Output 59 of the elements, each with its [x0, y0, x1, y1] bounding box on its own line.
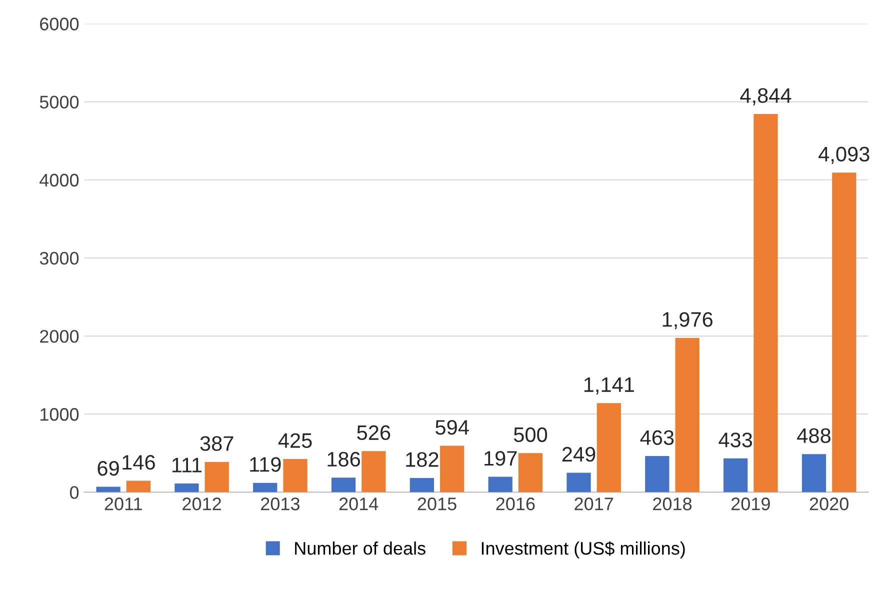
y-tick-label: 2000: [40, 330, 79, 343]
y-tick-label: 0: [70, 486, 79, 499]
x-tick-label: 2017: [574, 498, 614, 510]
x-tick-label: 2015: [418, 498, 456, 510]
bar: [283, 459, 308, 492]
x-tick-label: 2014: [339, 498, 378, 510]
data-label: 500: [514, 427, 548, 442]
bar: [253, 482, 278, 492]
x-tick-label: 2019: [731, 498, 770, 510]
bar: [174, 484, 199, 492]
bar: [440, 446, 464, 492]
x-tick-label: 2012: [182, 498, 221, 510]
data-label: 69: [98, 460, 119, 476]
x-tick-label: 2018: [653, 498, 692, 510]
data-label: 197: [484, 450, 517, 466]
bar: [488, 476, 512, 492]
data-label: 526: [357, 425, 390, 440]
bar: [832, 172, 856, 492]
x-tick-label: 2016: [496, 498, 535, 510]
data-label: 4,093: [818, 146, 870, 164]
legend-label: Investment (US$ millions): [482, 541, 685, 558]
data-label: 119: [250, 457, 281, 472]
data-label: 1,141: [584, 378, 634, 394]
legend-label: Number of deals: [295, 542, 426, 555]
data-label: 387: [200, 436, 234, 451]
data-label: 463: [640, 430, 674, 445]
bar: [596, 403, 621, 492]
x-tick-label: 2011: [104, 498, 142, 510]
bar: [331, 478, 356, 492]
bar: [645, 456, 670, 492]
data-label: 1,976: [662, 312, 712, 330]
data-label: 4,844: [740, 88, 792, 106]
bar: [204, 462, 229, 492]
y-tick-label: 5000: [40, 96, 79, 109]
y-tick-label: 4000: [40, 174, 79, 187]
y-tick-label: 3000: [40, 252, 79, 265]
y-tick-label: 6000: [40, 18, 79, 30]
bar: [802, 454, 826, 492]
data-label: 186: [328, 452, 360, 467]
data-label: 425: [278, 433, 312, 448]
x-tick-label: 2020: [810, 498, 848, 510]
y-tick-label: 1000: [40, 408, 79, 421]
bar: [126, 480, 151, 492]
bar: [566, 472, 591, 492]
x-tick-label: 2013: [261, 498, 300, 510]
data-label: 249: [562, 446, 596, 462]
bar: [675, 338, 700, 492]
data-label: 594: [436, 420, 469, 435]
bar: [362, 451, 386, 492]
data-label: 433: [718, 432, 752, 448]
bar: [518, 453, 543, 492]
data-label: 182: [406, 452, 438, 467]
data-label: 111: [172, 458, 202, 472]
bar: [96, 486, 120, 492]
data-label: 488: [797, 428, 830, 444]
bar: [724, 458, 748, 492]
bar: [410, 478, 434, 492]
bar: [754, 114, 778, 492]
data-label: 146: [122, 454, 155, 470]
